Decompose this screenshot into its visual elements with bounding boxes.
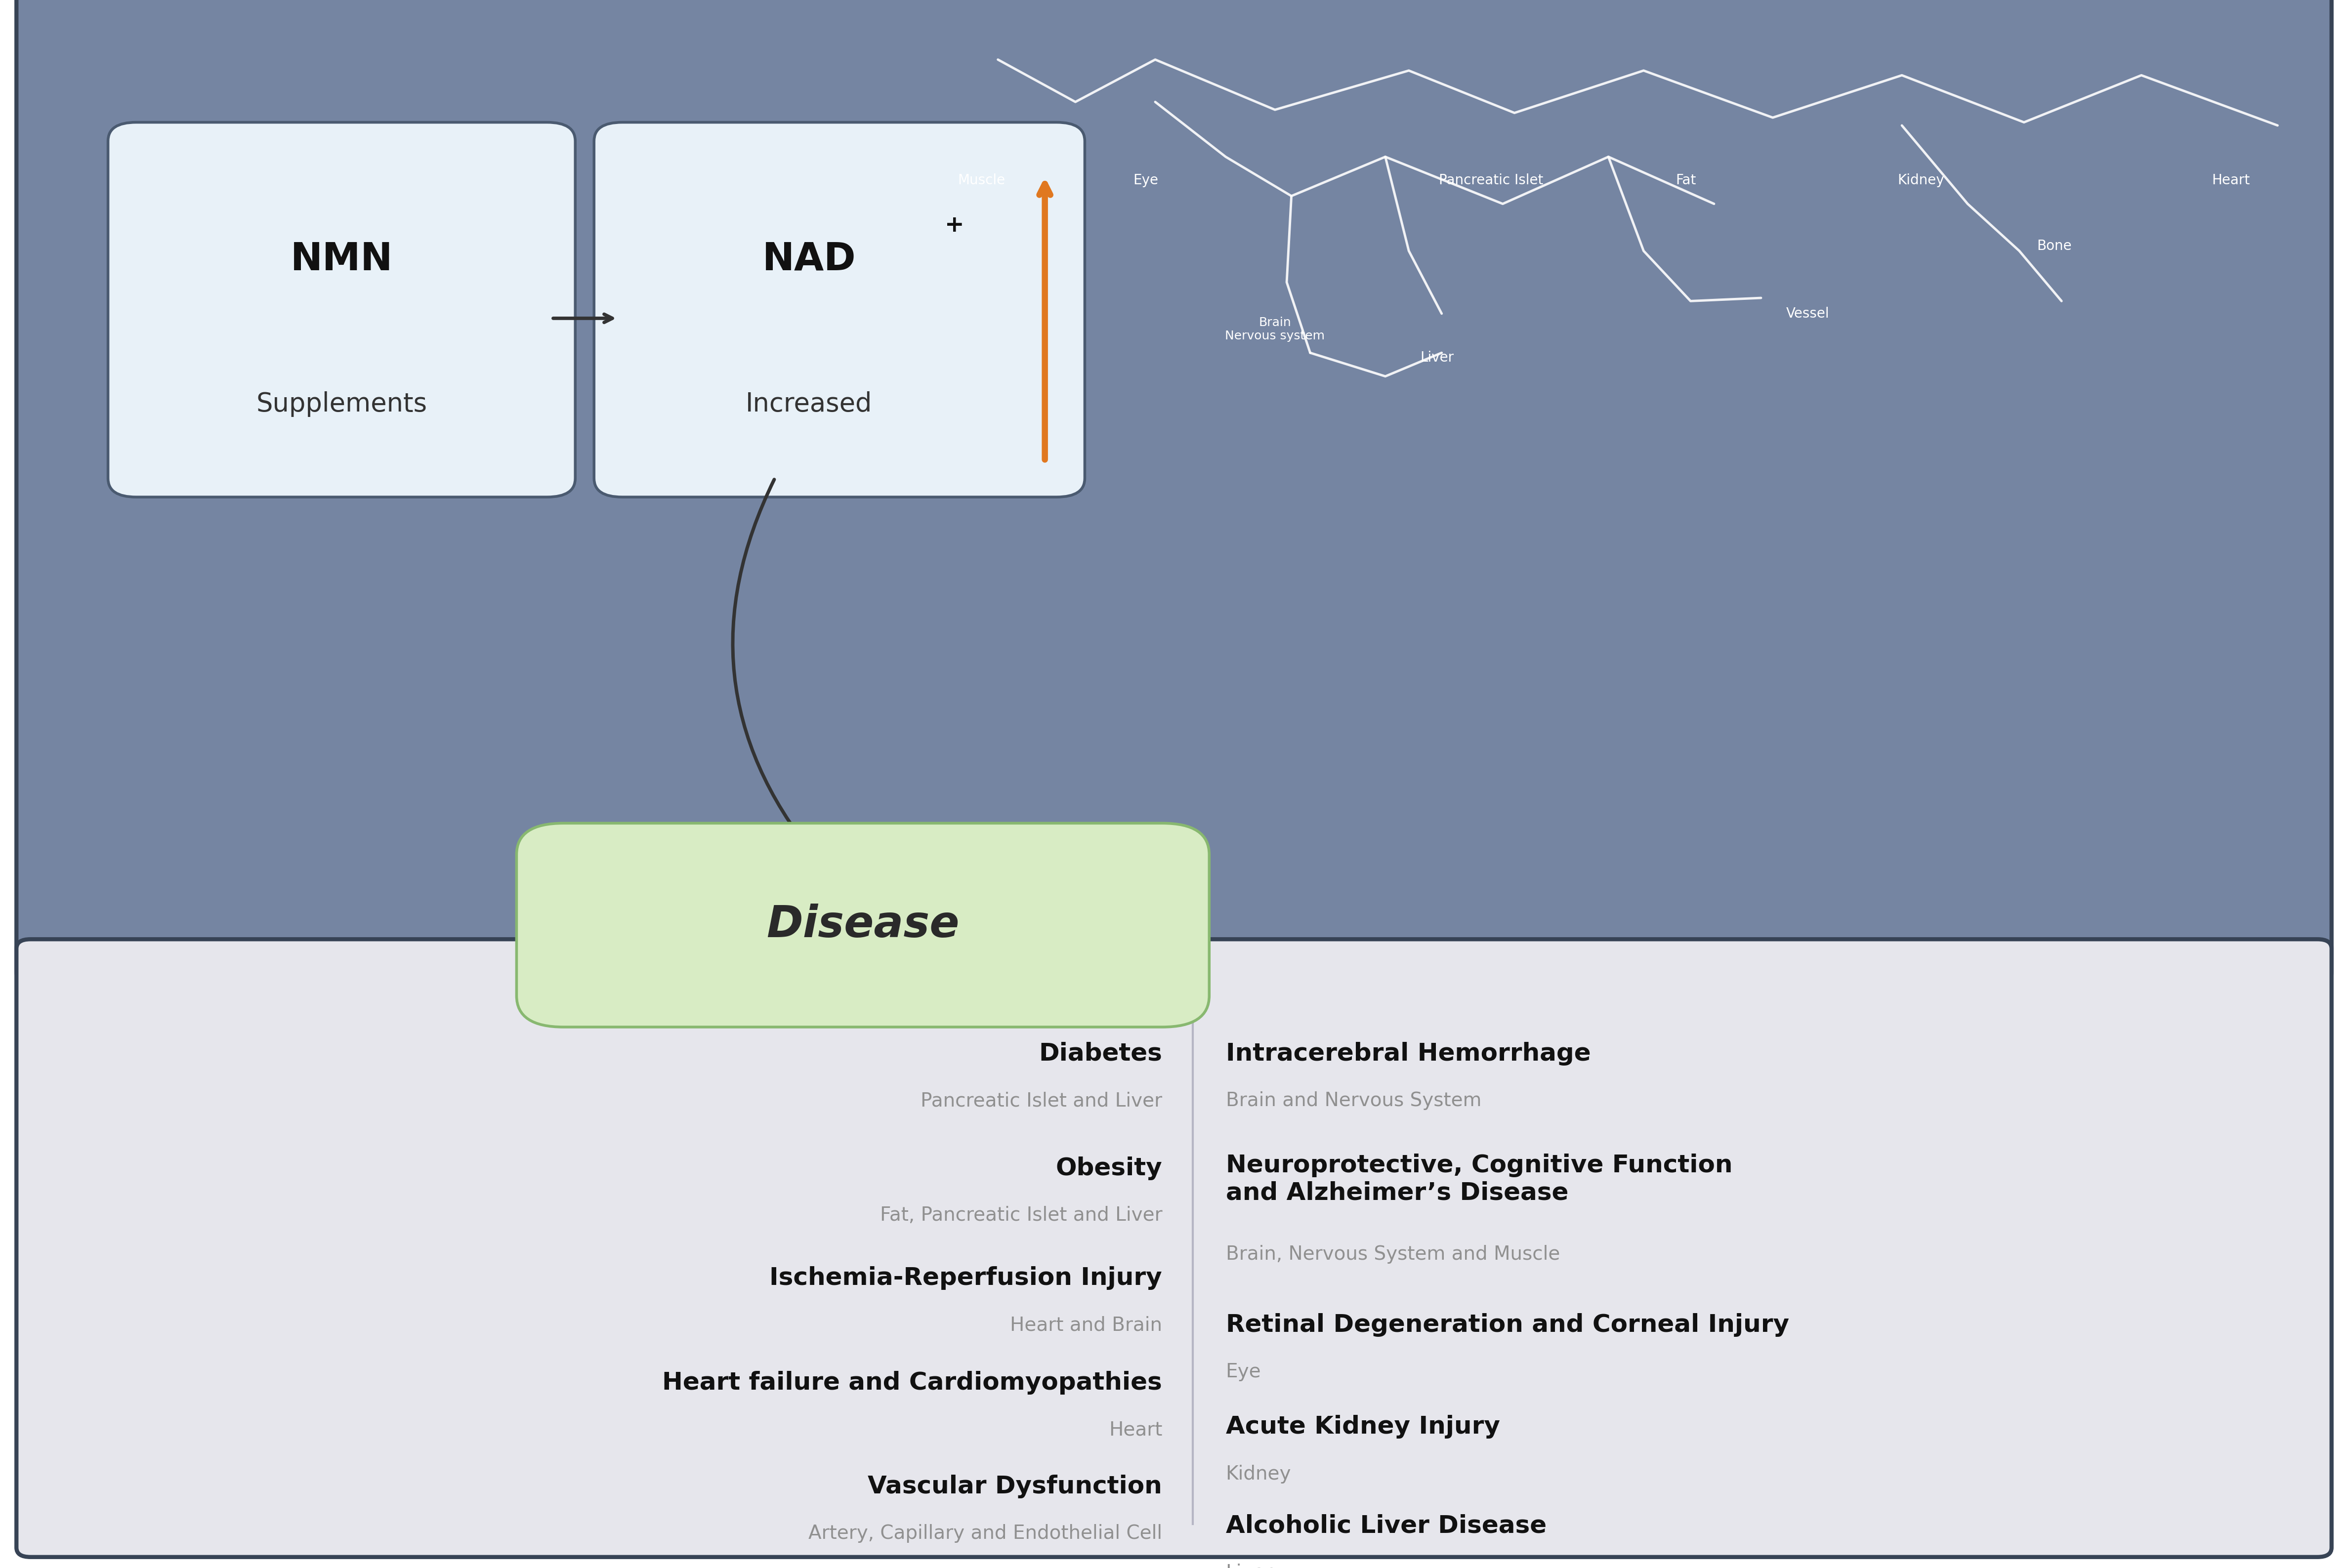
Text: Pancreatic Islet: Pancreatic Islet bbox=[1439, 174, 1543, 187]
Text: +: + bbox=[944, 215, 965, 237]
Text: Increased: Increased bbox=[747, 392, 873, 417]
Text: Vascular Dysfunction: Vascular Dysfunction bbox=[869, 1474, 1162, 1499]
Text: Eye: Eye bbox=[1134, 174, 1158, 187]
Text: Kidney: Kidney bbox=[1897, 174, 1944, 187]
Text: Vessel: Vessel bbox=[1787, 307, 1829, 320]
FancyBboxPatch shape bbox=[16, 939, 2332, 1557]
Text: Heart: Heart bbox=[2212, 174, 2249, 187]
Text: Diabetes: Diabetes bbox=[1038, 1041, 1162, 1066]
Text: Kidney: Kidney bbox=[1226, 1465, 1291, 1483]
Text: NMN: NMN bbox=[291, 240, 392, 278]
FancyBboxPatch shape bbox=[16, 0, 2332, 982]
Text: Supplements: Supplements bbox=[256, 392, 427, 417]
FancyBboxPatch shape bbox=[517, 823, 1209, 1027]
Text: Neuroprotective, Cognitive Function
and Alzheimer’s Disease: Neuroprotective, Cognitive Function and … bbox=[1226, 1154, 1733, 1204]
Text: Fat, Pancreatic Islet and Liver: Fat, Pancreatic Islet and Liver bbox=[880, 1206, 1162, 1225]
Text: Muscle: Muscle bbox=[958, 174, 1005, 187]
FancyBboxPatch shape bbox=[594, 122, 1085, 497]
FancyBboxPatch shape bbox=[108, 122, 575, 497]
Text: Heart and Brain: Heart and Brain bbox=[1010, 1316, 1162, 1334]
Text: Intracerebral Hemorrhage: Intracerebral Hemorrhage bbox=[1226, 1041, 1590, 1066]
Text: Artery, Capillary and Endothelial Cell: Artery, Capillary and Endothelial Cell bbox=[808, 1524, 1162, 1543]
Text: Heart: Heart bbox=[1108, 1421, 1162, 1439]
Text: Brain, Nervous System and Muscle: Brain, Nervous System and Muscle bbox=[1226, 1245, 1559, 1264]
Text: Disease: Disease bbox=[765, 903, 960, 947]
Text: Ischemia-Reperfusion Injury: Ischemia-Reperfusion Injury bbox=[770, 1265, 1162, 1290]
Text: Liver: Liver bbox=[1421, 351, 1453, 364]
Text: NAD: NAD bbox=[763, 240, 857, 278]
Text: Brain
Nervous system: Brain Nervous system bbox=[1226, 317, 1324, 342]
Text: Eye: Eye bbox=[1226, 1363, 1261, 1381]
Text: Liver: Liver bbox=[1226, 1563, 1273, 1568]
Text: Obesity: Obesity bbox=[1057, 1156, 1162, 1181]
Text: Pancreatic Islet and Liver: Pancreatic Islet and Liver bbox=[920, 1091, 1162, 1110]
Text: Acute Kidney Injury: Acute Kidney Injury bbox=[1226, 1414, 1500, 1439]
Text: Fat: Fat bbox=[1676, 174, 1695, 187]
Text: Heart failure and Cardiomyopathies: Heart failure and Cardiomyopathies bbox=[662, 1370, 1162, 1396]
Text: Retinal Degeneration and Corneal Injury: Retinal Degeneration and Corneal Injury bbox=[1226, 1312, 1789, 1338]
Text: Alcoholic Liver Disease: Alcoholic Liver Disease bbox=[1226, 1513, 1547, 1538]
Text: Brain and Nervous System: Brain and Nervous System bbox=[1226, 1091, 1482, 1110]
Text: Bone: Bone bbox=[2038, 240, 2071, 252]
